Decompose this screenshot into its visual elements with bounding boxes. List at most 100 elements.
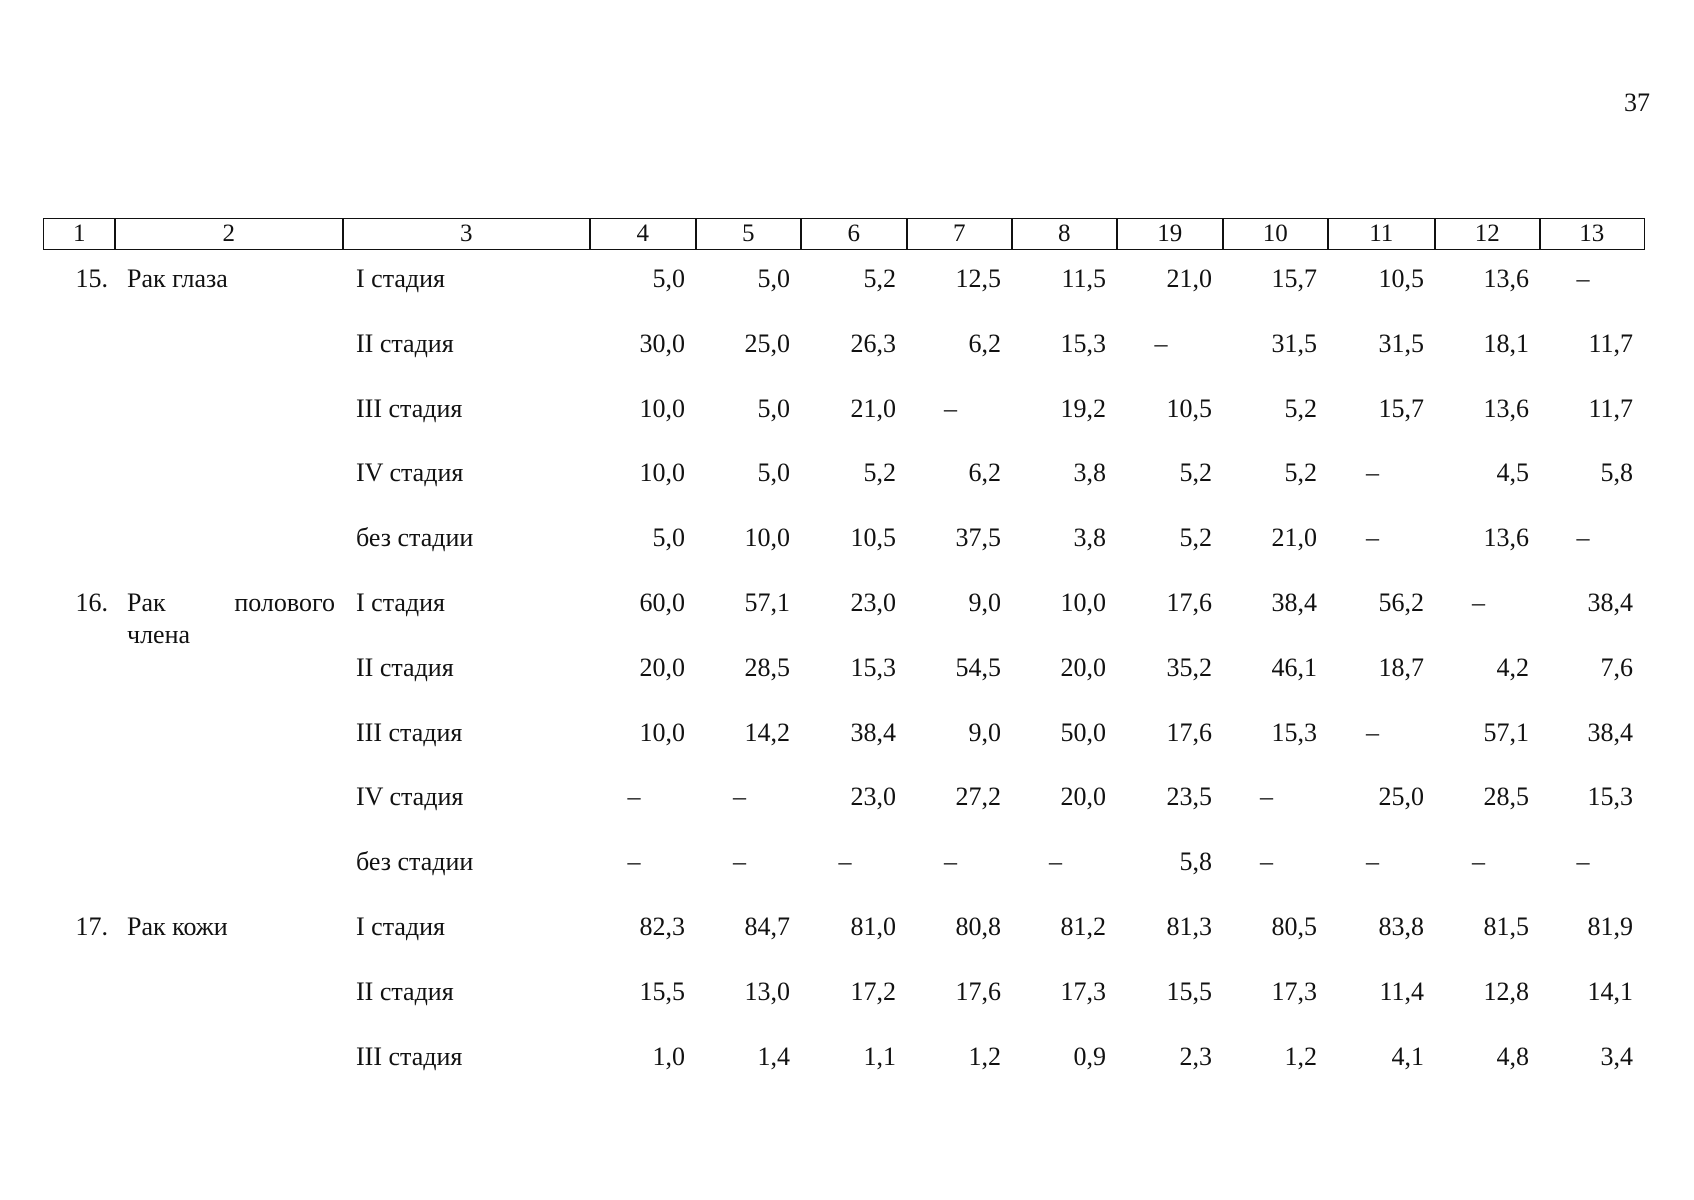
cell: –	[1576, 847, 1590, 877]
cell: –	[733, 847, 746, 877]
header-cell: 5	[695, 218, 802, 250]
cell: 5,0	[757, 458, 791, 488]
cell: 81,3	[1166, 912, 1213, 941]
cell: 21,0	[1166, 264, 1213, 293]
cell: –	[1366, 847, 1379, 877]
cell: 12,8	[1483, 976, 1530, 1006]
cell: –	[944, 393, 957, 423]
cell: 26,3	[850, 328, 897, 358]
cell: 57,1	[744, 588, 791, 617]
cell: 4,2	[1496, 652, 1530, 682]
cell: 11,7	[1588, 328, 1633, 358]
cell: 56,2	[1378, 588, 1425, 617]
cell: –	[1260, 782, 1273, 812]
cell: 19,2	[1060, 393, 1107, 423]
cell: –	[1366, 717, 1379, 747]
cell: –	[1366, 523, 1379, 553]
cell: 5,2	[1284, 393, 1318, 423]
cell: 4,5	[1496, 458, 1530, 488]
header-cell: 12	[1434, 218, 1541, 250]
stage: без стадии	[356, 523, 474, 553]
cell: 15,5	[1166, 976, 1213, 1006]
header-cell: 4	[589, 218, 697, 250]
cell: 14,1	[1587, 976, 1634, 1006]
row-name: Рак глаза	[127, 264, 228, 293]
cell: 5,2	[1284, 458, 1318, 488]
cell: 17,3	[1271, 976, 1318, 1006]
header-cell: 7	[906, 218, 1013, 250]
cell: –	[733, 782, 746, 812]
cell: 81,2	[1060, 912, 1107, 941]
cell: 46,1	[1271, 652, 1318, 682]
cell: 2,3	[1179, 1041, 1213, 1071]
cell: 27,2	[955, 782, 1002, 812]
header-cell: 8	[1011, 218, 1118, 250]
cell: 14,2	[744, 717, 791, 747]
stage: III стадия	[356, 1041, 463, 1071]
cell: 25,0	[1378, 782, 1425, 812]
cell: 3,4	[1600, 1041, 1634, 1071]
cell: 1,2	[968, 1041, 1002, 1071]
cell: 5,8	[1179, 847, 1213, 877]
cell: 10,5	[1166, 393, 1213, 423]
stage: I стадия	[356, 264, 446, 293]
cell: 28,5	[744, 652, 791, 682]
cell: 15,3	[1060, 328, 1107, 358]
cell: 13,6	[1483, 523, 1530, 553]
cell: 11,4	[1379, 976, 1424, 1006]
cell: 7,6	[1600, 652, 1634, 682]
cell: 80,8	[955, 912, 1002, 941]
cell: 20,0	[639, 652, 686, 682]
cell: 9,0	[968, 717, 1002, 747]
cell: 15,3	[1587, 782, 1634, 812]
cell: 3,8	[1073, 523, 1107, 553]
cell: 35,2	[1166, 652, 1213, 682]
cell: 5,0	[652, 523, 686, 553]
cell: 10,0	[639, 458, 686, 488]
cell: 83,8	[1378, 912, 1425, 941]
row-name: Рак кожи	[127, 912, 228, 941]
cell: 21,0	[850, 393, 897, 423]
cell: 84,7	[744, 912, 791, 941]
cell: 15,7	[1271, 264, 1318, 293]
cell: 5,0	[757, 393, 791, 423]
cell: 31,5	[1271, 328, 1318, 358]
cell: 15,7	[1378, 393, 1425, 423]
cell: 3,8	[1073, 458, 1107, 488]
cell: 5,2	[863, 458, 897, 488]
cell: –	[627, 847, 641, 877]
cell: 17,2	[850, 976, 897, 1006]
cell: 11,7	[1588, 393, 1633, 423]
cell: 5,0	[652, 264, 686, 293]
cell: 6,2	[968, 328, 1002, 358]
cell: –	[838, 847, 852, 877]
row-number: 17.	[75, 912, 109, 941]
stage: II стадия	[356, 976, 454, 1006]
cell: 5,0	[757, 264, 791, 293]
cell: 5,2	[1179, 523, 1213, 553]
cell: 15,3	[1271, 717, 1318, 747]
cell: 4,8	[1496, 1041, 1530, 1071]
cell: 10,0	[639, 393, 686, 423]
cell: 81,0	[850, 912, 897, 941]
row-number: 15.	[75, 264, 109, 293]
cell: –	[1260, 847, 1273, 877]
header-cell: 10	[1222, 218, 1329, 250]
header-cell: 2	[114, 218, 344, 250]
cell: 4,1	[1391, 1041, 1425, 1071]
cell: 38,4	[1587, 588, 1634, 617]
cell: 10,5	[1378, 264, 1425, 293]
cell: 81,5	[1483, 912, 1530, 941]
cell: 1,2	[1284, 1041, 1318, 1071]
cell: 17,6	[1166, 588, 1213, 617]
header-cell: 1	[43, 218, 116, 250]
stage: II стадия	[356, 652, 454, 682]
row-name: Рак полового члена	[127, 588, 335, 649]
cell: 17,6	[955, 976, 1002, 1006]
cell: 31,5	[1378, 328, 1425, 358]
cell: 17,6	[1166, 717, 1213, 747]
cell: 25,0	[744, 328, 791, 358]
cell: 10,5	[850, 523, 897, 553]
cell: –	[944, 847, 957, 877]
